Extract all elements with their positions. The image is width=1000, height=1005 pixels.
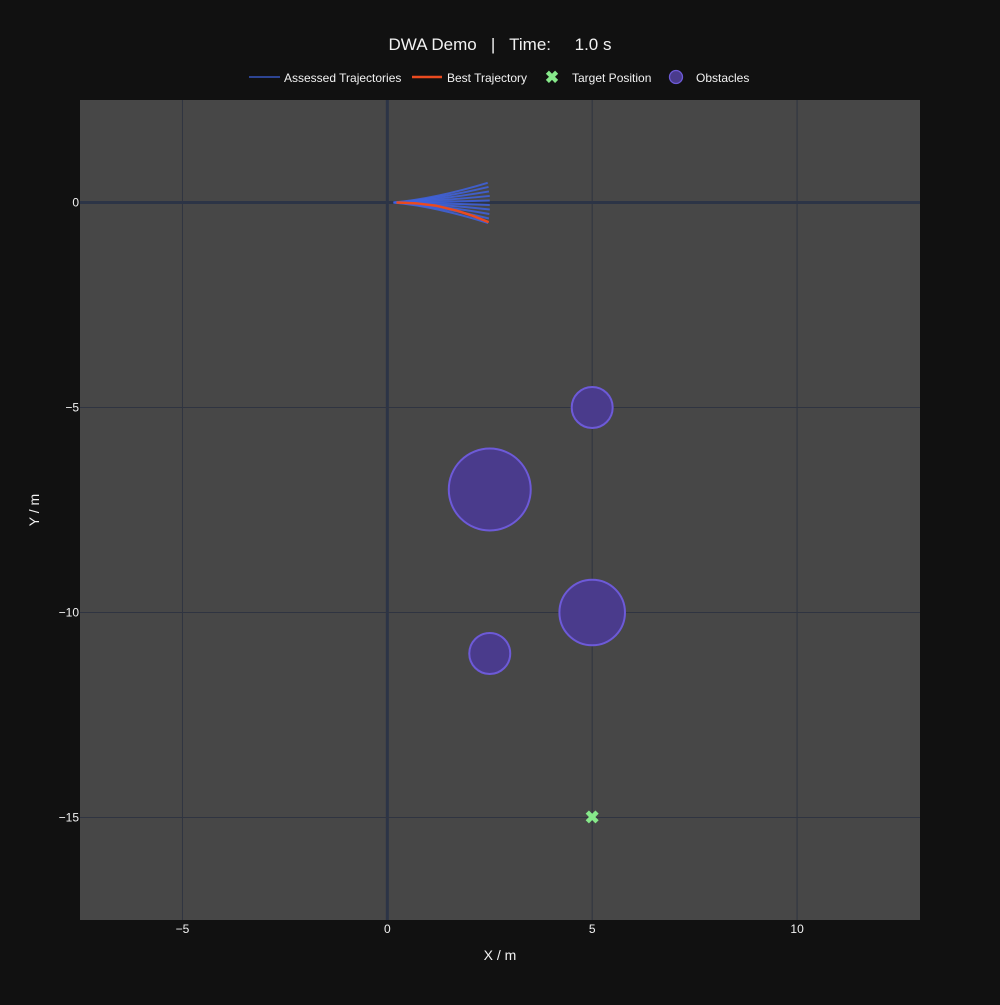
best-trajectory [396,201,489,224]
y-axis-label: Y / m [26,494,42,526]
grid-lines [80,100,920,920]
chart-title: DWA Demo | Time: 1.0 s [389,35,612,54]
y-tick-label: 0 [72,196,79,210]
obstacle-circle [468,632,512,675]
x-tick-label: −5 [176,922,190,936]
target-marker: ✖ [585,808,600,828]
legend-target-label: Target Position [572,71,651,85]
obstacle-circle [570,386,614,429]
x-tick-label: 0 [384,922,391,936]
obstacle-circle [558,578,626,647]
x-tick-label: 5 [589,922,596,936]
legend-best-label: Best Trajectory [447,71,527,85]
obstacle-circle [447,447,532,532]
trajectories [393,181,490,224]
x-axis-label: X / m [484,947,517,963]
x-tick-label: 10 [790,922,804,936]
target: ✖ [585,808,600,828]
legend-obstacle-marker [668,69,684,85]
obstacles [447,386,626,675]
legend-assessed-label: Assessed Trajectories [284,71,401,85]
legend: Assessed Trajectories Best Trajectory ✖ … [249,68,749,87]
legend-obstacle-label: Obstacles [696,71,749,85]
y-tick-label: −10 [59,606,80,620]
legend-target-marker: ✖ [545,68,559,87]
y-tick-label: −5 [65,401,79,415]
tick-labels: −5 0 5 10 0 −5 −10 −15 [59,196,804,937]
y-tick-label: −15 [59,811,80,825]
